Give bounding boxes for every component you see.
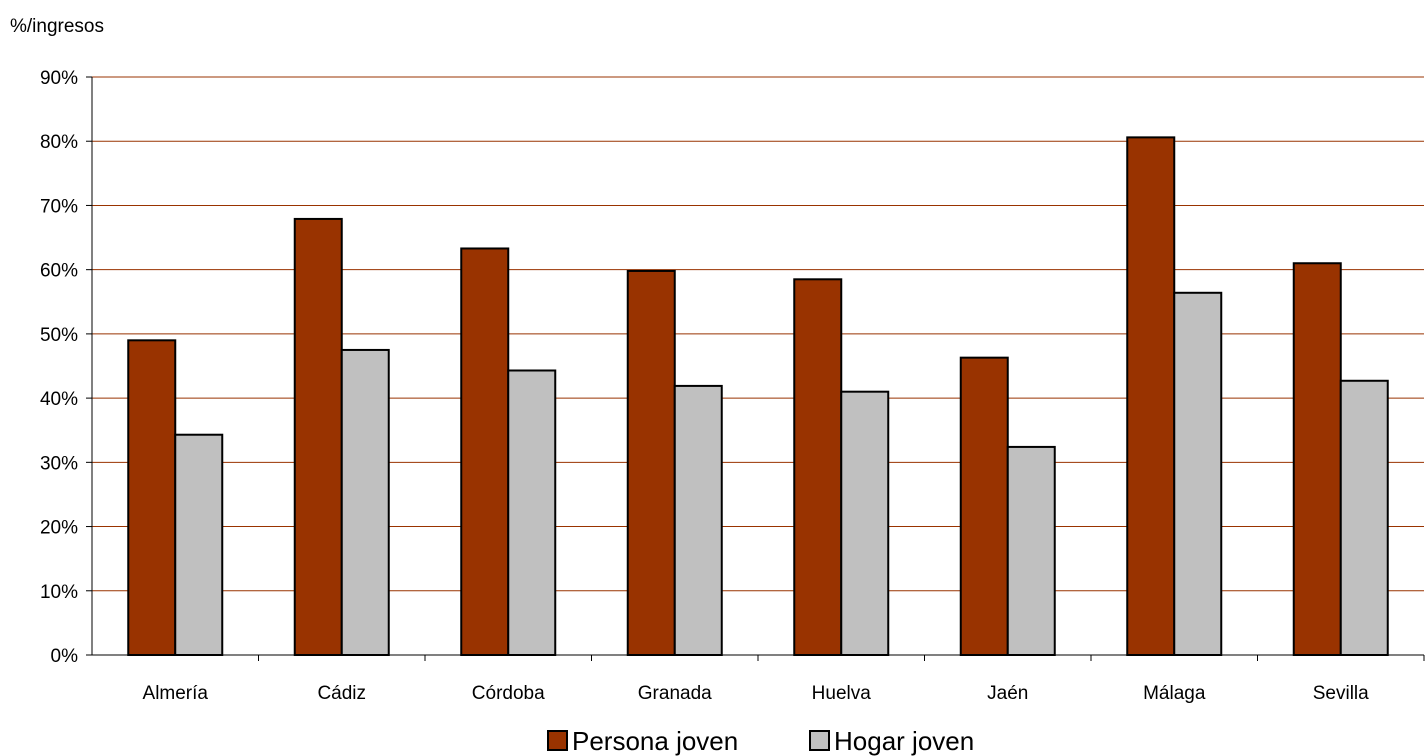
bar-hogar-joven bbox=[1006, 445, 1056, 657]
bars bbox=[127, 136, 1389, 657]
bar-persona-joven bbox=[127, 339, 177, 656]
y-tick-label: 30% bbox=[40, 453, 78, 474]
bar-persona-joven bbox=[460, 247, 510, 656]
legend-label: Persona joven bbox=[572, 726, 738, 756]
bar-persona-joven bbox=[293, 217, 343, 656]
bar-persona-joven bbox=[959, 356, 1009, 656]
bar-hogar-joven bbox=[840, 390, 890, 656]
x-category-label: Málaga bbox=[1143, 683, 1206, 704]
bar-hogar-joven bbox=[507, 369, 557, 656]
x-category-label: Granada bbox=[638, 683, 712, 704]
bar-hogar-joven bbox=[673, 384, 723, 656]
legend: Persona joven Hogar joven bbox=[547, 726, 974, 756]
x-category-label: Córdoba bbox=[472, 683, 545, 704]
bar-persona-joven bbox=[1292, 262, 1342, 656]
x-category-label: Jaén bbox=[987, 683, 1028, 704]
gridlines bbox=[92, 76, 1424, 592]
x-axis-labels: Almería Cádiz Córdoba Granada Huelva Jaén Mála… bbox=[143, 655, 1425, 704]
y-tick-label: 60% bbox=[40, 261, 78, 282]
bar-hogar-joven bbox=[174, 433, 224, 656]
bar-persona-joven bbox=[626, 269, 676, 656]
y-tick-label: 80% bbox=[40, 132, 78, 153]
y-tick-label: 10% bbox=[40, 582, 78, 603]
y-tick-label: 20% bbox=[40, 518, 78, 539]
x-category-label: Huelva bbox=[812, 683, 872, 704]
y-unit-label: %/ingresos bbox=[10, 16, 104, 37]
x-category-label: Cádiz bbox=[317, 683, 366, 704]
bar-hogar-joven bbox=[1173, 291, 1223, 656]
bar-persona-joven bbox=[793, 278, 843, 656]
legend-label: Hogar joven bbox=[834, 726, 974, 756]
legend-swatch bbox=[547, 730, 568, 751]
bar-persona-joven bbox=[1126, 136, 1176, 656]
bar-hogar-joven bbox=[1339, 379, 1389, 656]
y-tick-label: 90% bbox=[40, 68, 78, 89]
y-tick-label: 40% bbox=[40, 389, 78, 410]
y-tick-label: 0% bbox=[51, 646, 79, 667]
x-category-label: Sevilla bbox=[1313, 683, 1369, 704]
y-axis-ticks: 0% 10% 20% 30% 40% 50% 60% 70% 80% 90% bbox=[40, 68, 92, 667]
y-tick-label: 70% bbox=[40, 196, 78, 217]
y-tick-label: 50% bbox=[40, 325, 78, 346]
x-category-label: Almería bbox=[143, 683, 209, 704]
bar-hogar-joven bbox=[340, 348, 390, 656]
legend-swatch bbox=[809, 730, 830, 751]
